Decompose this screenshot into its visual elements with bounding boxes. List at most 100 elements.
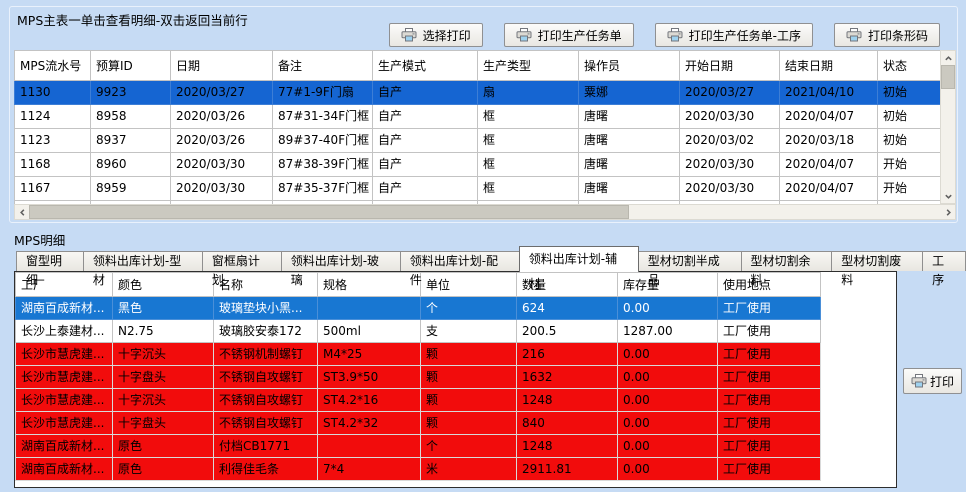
horizontal-scrollbar[interactable] — [14, 204, 956, 220]
print-production-task-button[interactable]: 打印生产任务单 — [503, 23, 634, 47]
printer-icon — [401, 28, 417, 42]
column-header[interactable]: 日期 — [170, 50, 273, 81]
scroll-left-arrow-icon[interactable] — [15, 205, 29, 219]
cell: 0.00 — [617, 342, 718, 366]
table-row[interactable]: 1167 8959 2020/03/30 87#35-37F门框 自产框唐曙 2020/0… — [14, 176, 940, 201]
cell: 7*4 — [317, 457, 421, 481]
cell: 8958 — [90, 104, 171, 129]
column-header[interactable]: 生产模式 — [372, 50, 478, 81]
table-row[interactable]: 长沙市慧虎建... 十字沉头 不锈钢自攻螺钉 ST4.2*16 颗 1248 0.00 工厂使… — [15, 388, 896, 412]
table-row — [14, 200, 940, 204]
cell: 米 — [420, 457, 517, 481]
tab-6[interactable]: 领料出库计划-辅材 — [518, 246, 639, 291]
table-row[interactable]: 1168 8960 2020/03/30 87#38-39F门框 自产框唐曙 2020/0… — [14, 152, 940, 177]
tab-4[interactable]: 领料出库计划-玻璃 — [280, 251, 401, 287]
table-row[interactable]: 长沙市慧虎建... 十字沉头 不锈钢机制螺钉 M4*25 颗 216 0.00 工厂使用 — [15, 342, 896, 366]
column-header[interactable]: 数量 — [516, 272, 618, 297]
header-row: 工厂颜色名称规格单位数量库存量使用地点 — [15, 272, 896, 297]
table-row[interactable]: 湖南百成新材... 原色 付档CB1771 个 1248 0.00 工厂使用 — [15, 434, 896, 458]
column-header[interactable]: 开始日期 — [679, 50, 780, 81]
table-row[interactable]: 1124 8958 2020/03/26 87#31-34F门框 自产框唐曙 2020/0… — [14, 104, 940, 129]
cell: 长沙上泰建材... — [15, 319, 113, 343]
vertical-scrollbar-track[interactable] — [941, 89, 955, 189]
cell: 自产 — [372, 152, 478, 177]
row-filler — [820, 411, 896, 435]
cell: 2911.81 — [516, 457, 618, 481]
cell: 长沙市慧虎建... — [15, 365, 113, 389]
column-header[interactable]: 工厂 — [15, 272, 113, 297]
print-production-task-process-button[interactable]: 打印生产任务单-工序 — [654, 23, 813, 47]
table-row[interactable]: 湖南百成新材... 原色 利得佳毛条 7*4 米 2911.81 0.00 工厂使用 — [15, 457, 896, 481]
horizontal-scrollbar-thumb[interactable] — [29, 205, 629, 219]
cell: 原色 — [112, 457, 214, 481]
cell: 624 — [516, 296, 618, 320]
cell: 长沙市慧虎建... — [15, 388, 113, 412]
tab-7[interactable]: 型材切割半成品 — [637, 251, 742, 287]
column-header[interactable]: 规格 — [317, 272, 421, 297]
header-filler — [820, 272, 896, 297]
table-row[interactable]: 1123 8937 2020/03/26 89#37-40F门框 自产框唐曙 2020/0… — [14, 128, 940, 153]
cell: 十字沉头 — [112, 388, 214, 412]
cell: 工厂使用 — [717, 296, 821, 320]
column-header[interactable]: 生产类型 — [477, 50, 579, 81]
cell: 自产 — [372, 128, 478, 153]
cell: 0.00 — [617, 365, 718, 389]
cell: 500ml — [317, 319, 421, 343]
column-header[interactable]: 单位 — [420, 272, 517, 297]
table-row[interactable]: 1130 9923 2020/03/27 77#1-9F门扇 自产扇粟娜 2020/03/… — [14, 80, 940, 105]
scroll-up-arrow-icon[interactable] — [941, 51, 955, 65]
cell: 框 — [477, 152, 579, 177]
cell: 不锈钢机制螺钉 — [213, 342, 318, 366]
column-header[interactable]: 预算ID — [90, 50, 171, 81]
cell: 框 — [477, 176, 579, 201]
select-print-button[interactable]: 选择打印 — [388, 23, 483, 47]
cell: ST3.9*50 — [317, 365, 421, 389]
print-barcode-button[interactable]: 打印条形码 — [833, 23, 940, 47]
cell: 0.00 — [617, 296, 718, 320]
cell: 1632 — [516, 365, 618, 389]
vertical-scrollbar[interactable] — [940, 50, 956, 204]
detail-print-button[interactable]: 打印 — [903, 368, 963, 394]
cell: 十字沉头 — [112, 342, 214, 366]
cell: 2020/03/02 — [679, 128, 780, 153]
column-header[interactable]: 备注 — [272, 50, 373, 81]
column-header[interactable]: 操作员 — [578, 50, 680, 81]
column-header[interactable]: 名称 — [213, 272, 318, 297]
scroll-down-arrow-icon[interactable] — [941, 189, 955, 203]
horizontal-scrollbar-track[interactable] — [629, 205, 941, 219]
tab-5[interactable]: 领料出库计划-配件 — [399, 251, 520, 287]
column-header[interactable]: 库存量 — [617, 272, 718, 297]
table-row[interactable]: 长沙市慧虎建... 十字盘头 不锈钢自攻螺钉 ST4.2*32 颗 840 0.00 工厂使用 — [15, 411, 896, 435]
column-header[interactable]: 状态 — [877, 50, 940, 81]
column-header[interactable]: 颜色 — [112, 272, 214, 297]
tab-8[interactable]: 型材切割余料 — [740, 251, 833, 287]
cell: 十字盘头 — [112, 411, 214, 435]
cell: 玻璃垫块小黑... — [213, 296, 318, 320]
tab-10[interactable]: 工序 — [922, 251, 966, 287]
cell: 自产 — [372, 176, 478, 201]
column-header[interactable]: 使用地点 — [717, 272, 821, 297]
column-header[interactable]: MPS流水号 — [14, 50, 91, 81]
cell: 0.00 — [617, 457, 718, 481]
tab-2[interactable]: 领料出库计划-型材 — [82, 251, 203, 287]
scroll-right-arrow-icon[interactable] — [941, 205, 955, 219]
cell: 工厂使用 — [717, 342, 821, 366]
table-row[interactable]: 湖南百成新材... 黑色 玻璃垫块小黑... 个 624 0.00 工厂使用 — [15, 296, 896, 320]
tab-3[interactable]: 窗框扇计划 — [201, 251, 282, 287]
cell: 支 — [420, 319, 517, 343]
cell: 个 — [420, 296, 517, 320]
tab-1[interactable]: 窗型明细 — [16, 251, 84, 287]
row-filler — [820, 342, 896, 366]
table-row[interactable]: 长沙上泰建材... N2.75 玻璃胶安泰172 500ml 支 200.5 1287.00… — [15, 319, 896, 343]
cell: 0.00 — [617, 388, 718, 412]
tab-9[interactable]: 型材切割废料 — [831, 251, 924, 287]
cell: 87#31-34F门框 — [272, 104, 373, 129]
button-label: 打印条形码 — [867, 28, 928, 43]
column-header[interactable]: 结束日期 — [779, 50, 878, 81]
row-filler — [820, 319, 896, 343]
table-row[interactable]: 长沙市慧虎建... 十字盘头 不锈钢自攻螺钉 ST3.9*50 颗 1632 0.00 工厂使… — [15, 365, 896, 389]
cell: 颗 — [420, 411, 517, 435]
vertical-scrollbar-thumb[interactable] — [941, 65, 955, 89]
row-filler — [820, 434, 896, 458]
